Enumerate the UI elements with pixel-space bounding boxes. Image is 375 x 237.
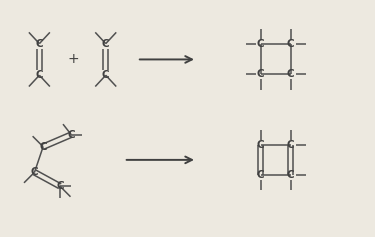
Text: +: + <box>68 52 79 66</box>
Text: C: C <box>287 170 294 180</box>
Text: C: C <box>39 142 47 152</box>
Text: C: C <box>287 69 294 79</box>
Text: C: C <box>287 39 294 49</box>
Text: C: C <box>287 140 294 150</box>
Text: C: C <box>102 70 110 80</box>
Text: C: C <box>36 39 43 49</box>
Text: C: C <box>31 167 38 177</box>
Text: C: C <box>257 140 264 150</box>
Text: C: C <box>102 39 110 49</box>
Text: C: C <box>68 130 75 140</box>
Text: C: C <box>257 69 264 79</box>
Text: C: C <box>56 181 64 191</box>
Text: C: C <box>257 39 264 49</box>
Text: C: C <box>257 170 264 180</box>
Text: C: C <box>36 70 43 80</box>
